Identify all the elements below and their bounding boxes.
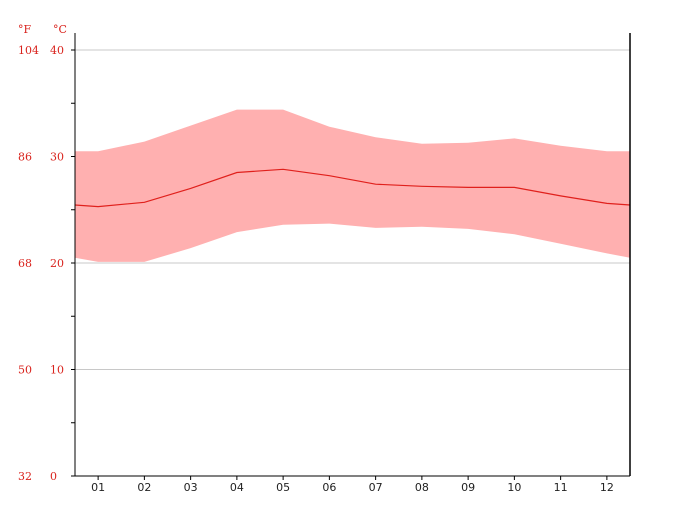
- x-tick-label-06: 06: [322, 481, 336, 494]
- y-tick-label-c-40: 40: [50, 44, 64, 57]
- x-tick-label-04: 04: [230, 481, 244, 494]
- x-tick-label-03: 03: [184, 481, 198, 494]
- y-tick-label-f-32: 32: [18, 470, 32, 483]
- x-tick-label-01: 01: [91, 481, 105, 494]
- x-tick-labels: 01 02 03 04 05 06 07 08 09 10 11 12: [91, 481, 614, 494]
- celsius-unit-label: °C: [53, 23, 67, 36]
- axes: [71, 33, 631, 480]
- y-tick-label-f-104: 104: [18, 44, 39, 57]
- y-tick-label-f-86: 86: [18, 151, 32, 164]
- y-tick-label-c-20: 20: [50, 257, 64, 270]
- x-tick-label-09: 09: [461, 481, 475, 494]
- x-tick-label-02: 02: [137, 481, 151, 494]
- x-tick-label-10: 10: [507, 481, 521, 494]
- y-tick-labels: 0 32 10 50 20 68 30 86 40 104: [18, 44, 64, 483]
- y-tick-label-f-50: 50: [18, 364, 32, 377]
- y-tick-label-c-10: 10: [50, 364, 64, 377]
- fahrenheit-unit-label: °F: [18, 23, 32, 36]
- x-tick-label-11: 11: [554, 481, 568, 494]
- x-tick-label-05: 05: [276, 481, 290, 494]
- x-tick-label-12: 12: [600, 481, 614, 494]
- mean-temperature-line: [74, 168, 631, 208]
- temperature-range-band: [75, 109, 630, 262]
- x-tick-label-07: 07: [369, 481, 383, 494]
- x-tick-label-08: 08: [415, 481, 429, 494]
- y-tick-label-f-68: 68: [18, 257, 32, 270]
- y-tick-label-c-0: 0: [50, 470, 57, 483]
- y-tick-label-c-30: 30: [50, 151, 64, 164]
